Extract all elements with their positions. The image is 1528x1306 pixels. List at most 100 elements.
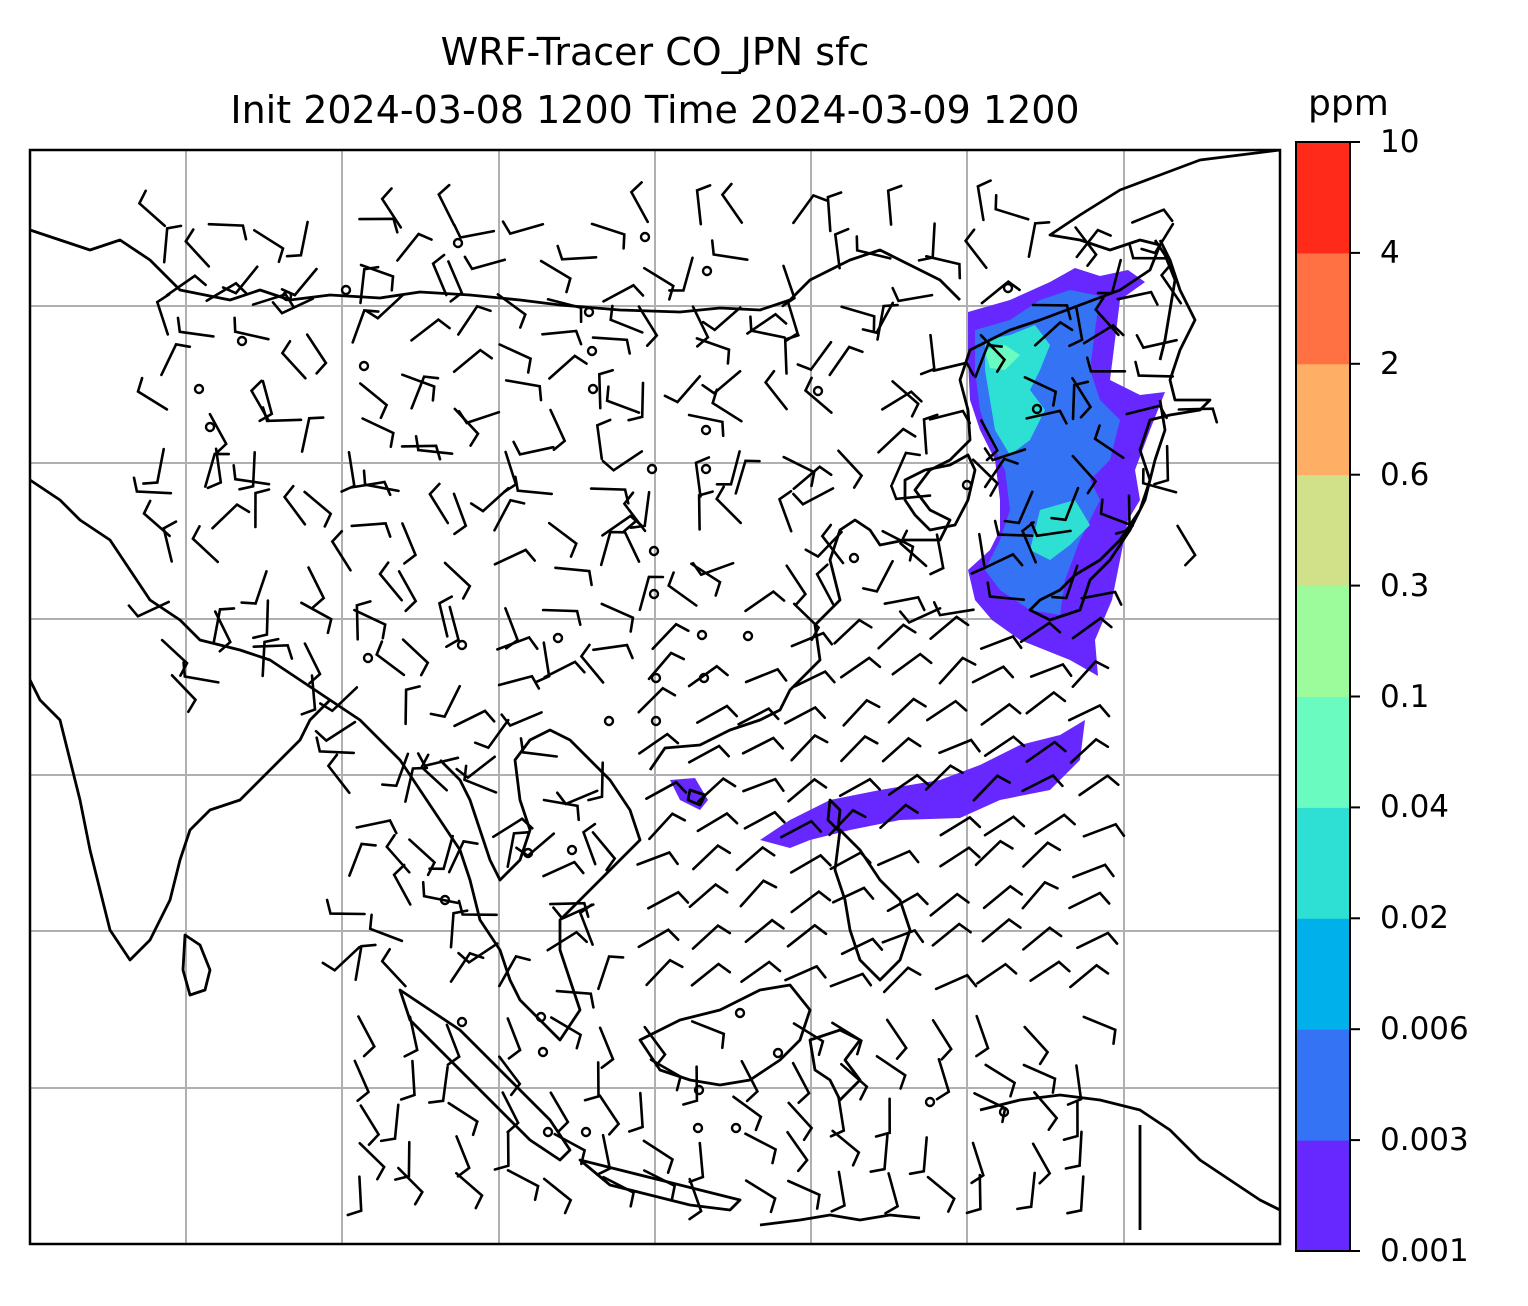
wind-barb [498, 954, 531, 988]
wind-barb [638, 575, 665, 612]
wind-barb [691, 305, 710, 348]
wind-barb [931, 1019, 953, 1061]
wind-barb [414, 435, 454, 455]
wind-barb [353, 1059, 371, 1103]
wind-barb [554, 566, 593, 587]
wind-barb [815, 563, 835, 606]
wind-barb [629, 181, 649, 224]
colorbar-tick-label: 0.003 [1380, 1122, 1469, 1159]
wind-barb [552, 903, 595, 921]
calm-wind-marker [537, 1046, 549, 1058]
wind-barb [501, 1091, 520, 1134]
wind-barb [1071, 659, 1110, 688]
wind-barb [1114, 494, 1131, 535]
map-title: WRF-Tracer CO_JPN sfc [440, 30, 870, 74]
wind-barb [701, 369, 742, 395]
colorbar-segment [1296, 474, 1350, 587]
wind-barb [469, 487, 510, 513]
calm-wind-marker [693, 1084, 705, 1096]
wind-barb [792, 193, 828, 225]
wind-barb [1031, 303, 1072, 321]
wind-barb [160, 638, 189, 677]
wind-barb [804, 530, 843, 559]
wind-barb [1080, 590, 1123, 606]
wind-barb [455, 755, 496, 780]
wind-barb [399, 1059, 416, 1101]
wind-barb [979, 333, 1007, 373]
wind-barb [882, 966, 922, 994]
wind-barb [667, 571, 698, 607]
wind-barb [455, 1135, 471, 1178]
wind-barb [876, 303, 899, 341]
wind-barb [628, 1091, 644, 1133]
calm-wind-marker [583, 306, 595, 318]
calm-wind-marker [730, 1122, 742, 1134]
wind-barb [874, 1097, 892, 1138]
wind-barb [743, 810, 786, 830]
wind-barb [622, 520, 641, 563]
wind-barb [361, 417, 395, 449]
wind-barb [1068, 305, 1084, 348]
wind-barb [792, 602, 821, 642]
wind-barb [783, 705, 827, 725]
wind-barb [627, 381, 645, 422]
wind-barb [355, 819, 398, 835]
wind-barb [1022, 926, 1063, 951]
calm-wind-marker [924, 1096, 936, 1108]
wind-barb [739, 879, 778, 908]
wind-barb [353, 608, 387, 640]
wind-barb [380, 187, 403, 229]
wind-barb [280, 340, 307, 380]
wind-barb [649, 1058, 683, 1092]
wind-barb [542, 860, 585, 878]
wind-barb [694, 456, 711, 498]
wind-barb [1022, 1063, 1057, 1094]
wind-barb [981, 917, 1022, 943]
colorbar-tick-label: 0.1 [1380, 678, 1430, 715]
wind-barb [690, 562, 722, 597]
wind-barb [1069, 737, 1110, 764]
wind-barb [160, 342, 192, 377]
colorbar-tick-label: 0.04 [1380, 789, 1450, 826]
wind-barb [796, 340, 833, 372]
wind-barb [539, 259, 572, 294]
wind-barb [182, 661, 220, 684]
calm-wind-marker [812, 385, 824, 397]
wind-barb [791, 1061, 811, 1104]
wind-barb [602, 283, 645, 303]
wind-barb [162, 224, 183, 264]
coast-hainan [686, 788, 707, 807]
wind-barb [502, 450, 518, 494]
calm-wind-marker [742, 630, 754, 642]
wind-barb [457, 304, 492, 336]
wind-barb [972, 774, 1011, 802]
wind-barb [591, 336, 631, 355]
wind-barb [1071, 616, 1113, 640]
wind-barb [350, 522, 392, 538]
wind-barb [926, 699, 968, 722]
wind-barb [357, 1015, 376, 1058]
wind-barb [688, 882, 729, 909]
wind-barb [548, 354, 588, 380]
calm-wind-marker [639, 231, 651, 243]
wind-barb [351, 309, 380, 344]
coast-borneo [638, 983, 812, 1087]
wind-barb [784, 964, 827, 982]
wind-barb [1071, 380, 1090, 421]
wind-barb [428, 1065, 449, 1104]
wind-barb [792, 1022, 825, 1056]
wind-barb [447, 839, 479, 874]
wind-barb [285, 220, 309, 258]
wind-barb [830, 1170, 846, 1213]
wind-barb [207, 222, 248, 241]
calm-wind-marker [1031, 403, 1043, 415]
colorbar-segment [1296, 696, 1350, 808]
wind-barb [1116, 290, 1159, 306]
wind-barb [1140, 222, 1175, 255]
colorbar-segment [1296, 585, 1350, 697]
wind-barb [833, 618, 873, 645]
wind-barb [258, 379, 274, 423]
wind-barb [787, 777, 828, 803]
wind-barb [142, 447, 165, 485]
wind-barb [749, 315, 786, 339]
